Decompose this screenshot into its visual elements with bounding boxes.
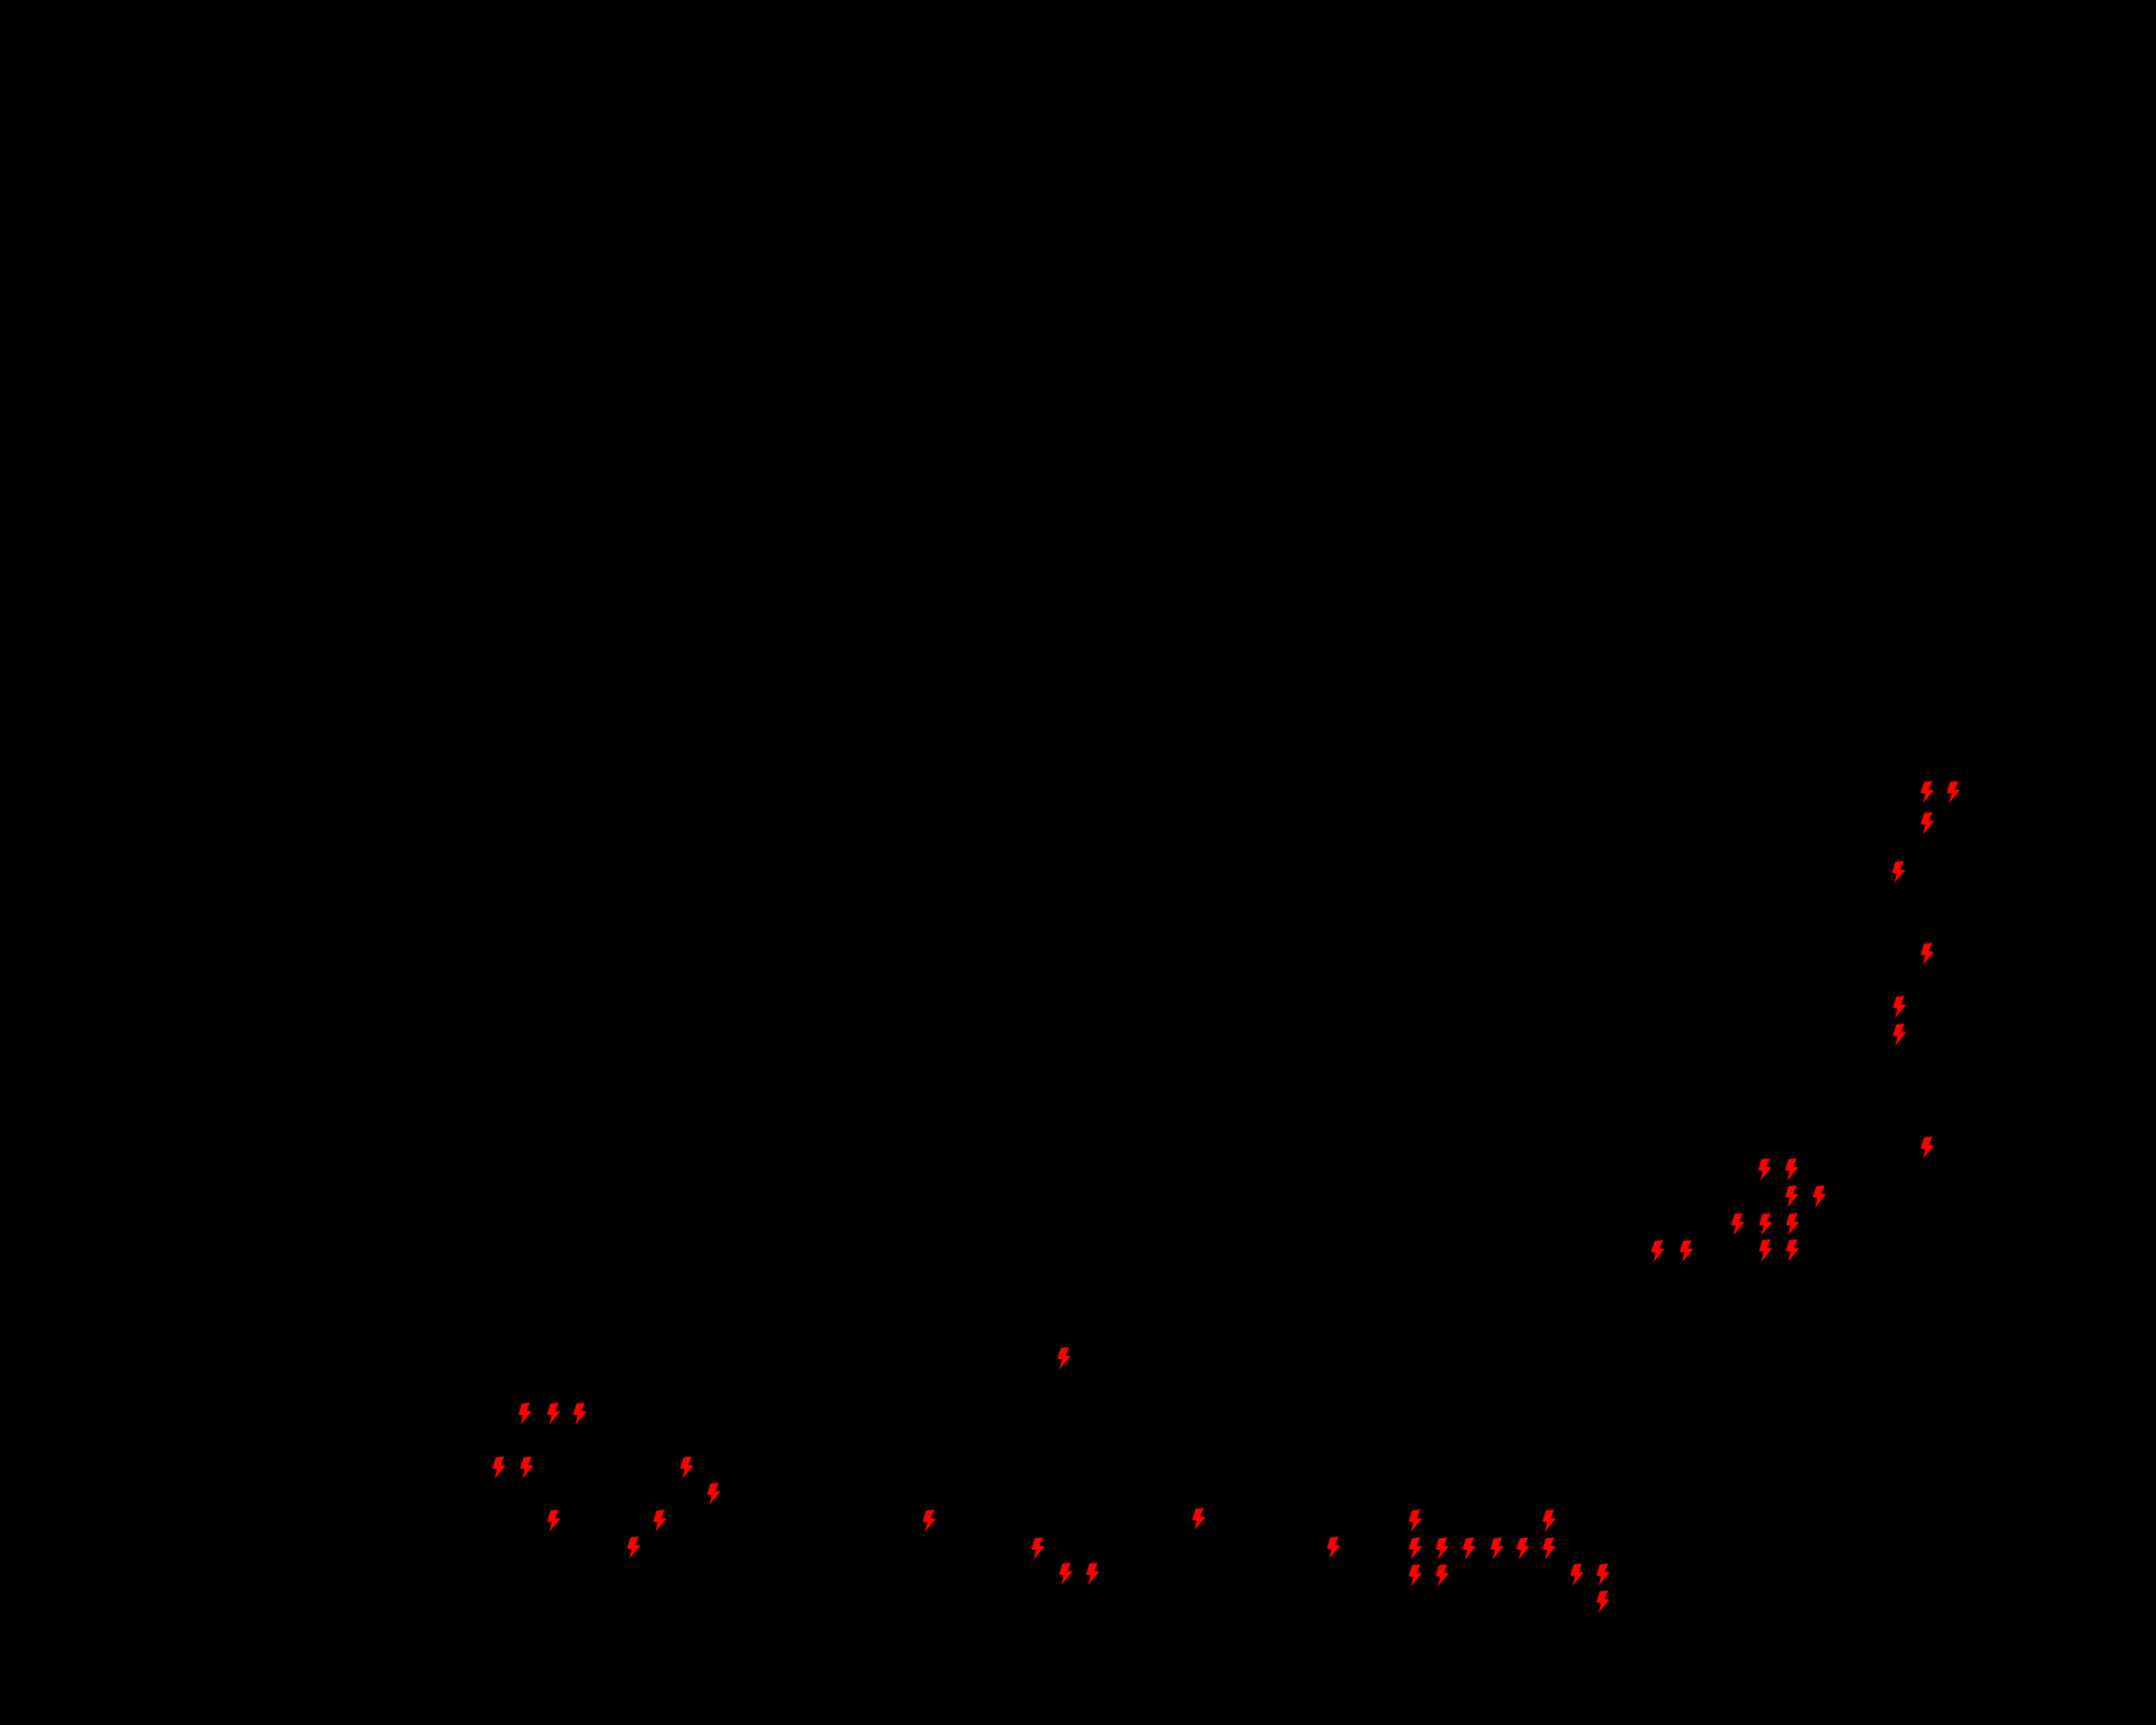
lightning-bolt-icon[interactable] (1785, 1212, 1801, 1236)
lightning-bolt-icon[interactable] (1595, 1562, 1611, 1586)
lightning-bolt-icon[interactable] (1758, 1238, 1774, 1262)
lightning-bolt-icon[interactable] (1058, 1562, 1074, 1585)
lightning-bolt-icon[interactable] (572, 1402, 588, 1425)
lightning-bolt-icon[interactable] (546, 1509, 562, 1532)
lightning-bolt-icon[interactable] (679, 1455, 695, 1479)
lightning-bolt-icon[interactable] (1678, 1239, 1694, 1263)
lightning-bolt-icon[interactable] (1056, 1346, 1072, 1370)
lightning-bolt-icon[interactable] (1030, 1536, 1046, 1560)
lightning-bolt-icon[interactable] (1891, 860, 1907, 884)
lightning-bolt-icon[interactable] (1892, 995, 1908, 1018)
lightning-bolt-icon[interactable] (1892, 1023, 1908, 1046)
lightning-bolt-icon[interactable] (652, 1509, 668, 1532)
lightning-bolt-icon[interactable] (1434, 1536, 1450, 1560)
lightning-bolt-icon[interactable] (1757, 1157, 1773, 1181)
lightning-bolt-icon[interactable] (1326, 1535, 1342, 1559)
lightning-bolt-icon[interactable] (1569, 1562, 1585, 1586)
lightning-bolt-icon[interactable] (706, 1482, 722, 1505)
lightning-bolt-icon[interactable] (1919, 811, 1935, 835)
lightning-bolt-icon[interactable] (626, 1535, 642, 1559)
lightning-bolt-icon[interactable] (1945, 780, 1961, 804)
lightning-bolt-icon[interactable] (1407, 1536, 1423, 1560)
lightning-bolt-icon[interactable] (1434, 1563, 1450, 1587)
lightning-bolt-icon[interactable] (1785, 1238, 1801, 1262)
lightning-bolt-icon[interactable] (921, 1509, 937, 1532)
lightning-bolt-icon[interactable] (1515, 1536, 1531, 1560)
lightning-bolt-icon[interactable] (1919, 1135, 1935, 1159)
lightning-bolt-icon[interactable] (1407, 1563, 1423, 1587)
lightning-bolt-icon[interactable] (1489, 1536, 1505, 1560)
lightning-bolt-icon[interactable] (1812, 1184, 1828, 1208)
lightning-bolt-icon[interactable] (1784, 1184, 1800, 1208)
lightning-bolt-icon[interactable] (546, 1402, 562, 1425)
lightning-bolt-icon[interactable] (1650, 1239, 1666, 1263)
lightning-bolt-icon[interactable] (1730, 1212, 1746, 1236)
lightning-bolt-icon[interactable] (1595, 1589, 1611, 1613)
lightning-bolt-icon[interactable] (1758, 1212, 1774, 1236)
lightning-bolt-icon[interactable] (1407, 1509, 1423, 1532)
lightning-bolt-icon[interactable] (519, 1455, 535, 1479)
lightning-bolt-icon[interactable] (1784, 1157, 1800, 1181)
lightning-bolt-icon[interactable] (1191, 1507, 1207, 1530)
lightning-bolt-icon[interactable] (1541, 1509, 1557, 1532)
lightning-bolt-icon[interactable] (491, 1455, 507, 1479)
lightning-bolt-icon[interactable] (517, 1402, 533, 1425)
lightning-bolt-icon[interactable] (1919, 942, 1935, 965)
lightning-bolt-icon[interactable] (1085, 1562, 1101, 1585)
lightning-bolt-icon[interactable] (1541, 1536, 1557, 1560)
lightning-bolt-icon[interactable] (1919, 780, 1935, 804)
lightning-bolt-icon[interactable] (1461, 1536, 1477, 1560)
